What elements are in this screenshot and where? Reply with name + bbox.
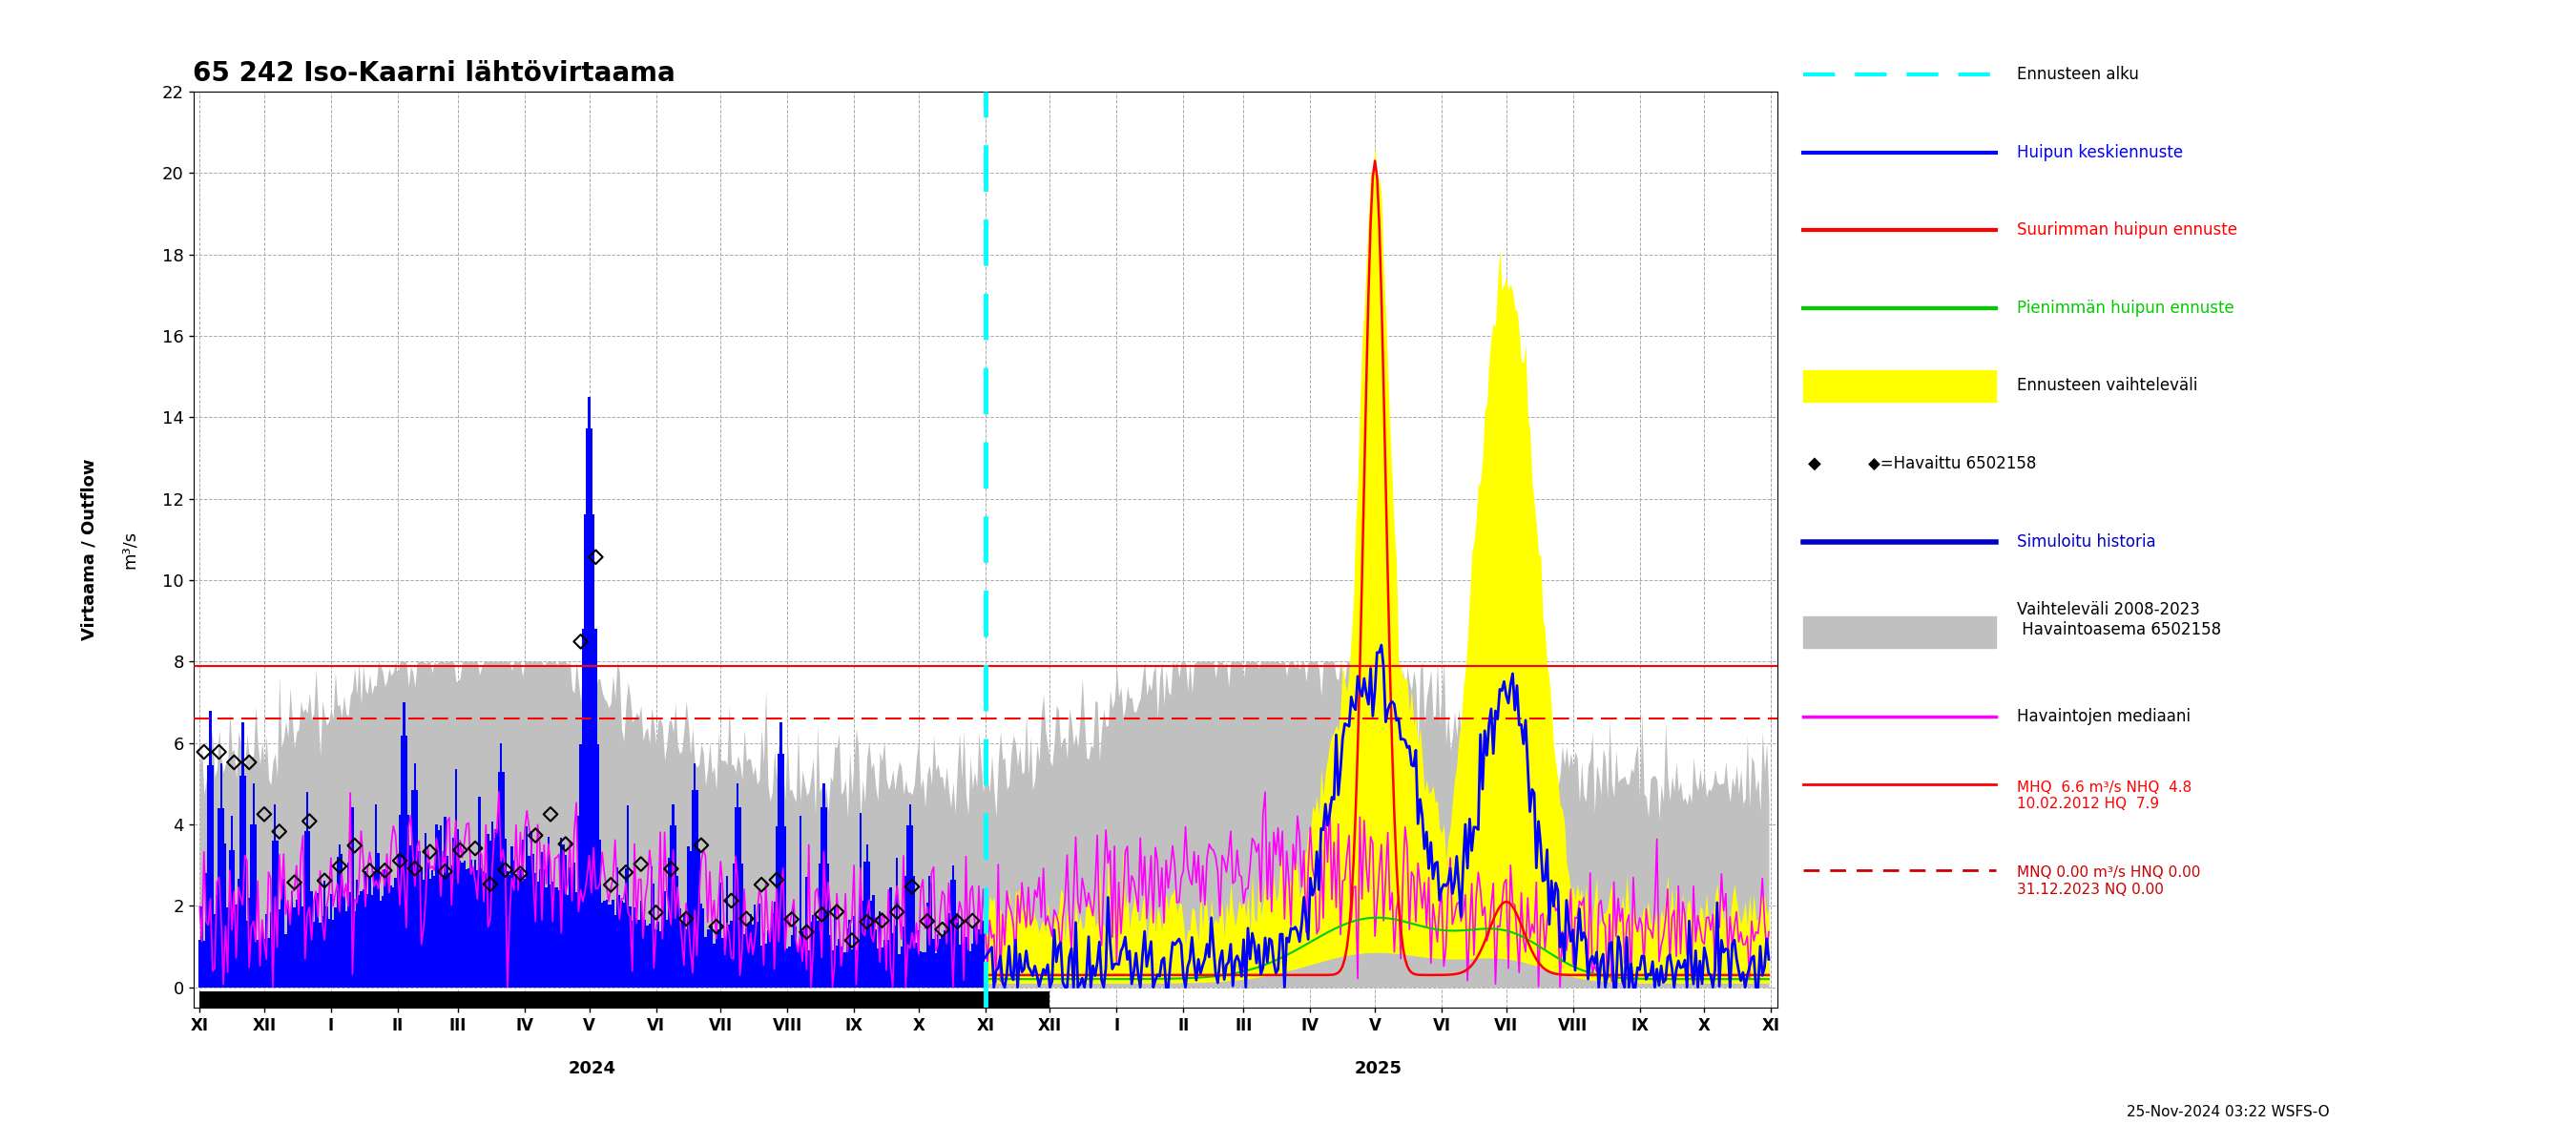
Text: Suurimman huipun ennuste: Suurimman huipun ennuste xyxy=(2017,222,2239,239)
Text: Havaintojen mediaani: Havaintojen mediaani xyxy=(2017,709,2190,726)
Point xyxy=(394,859,435,877)
Point xyxy=(546,835,587,853)
Point xyxy=(922,921,963,939)
Point xyxy=(726,909,768,927)
Point xyxy=(755,870,796,889)
Point xyxy=(860,911,902,930)
Point xyxy=(680,836,721,854)
Point xyxy=(335,836,376,854)
Text: Vaihteleväli 2008-2023
 Havaintoasema 6502158: Vaihteleväli 2008-2023 Havaintoasema 650… xyxy=(2017,601,2221,638)
Point xyxy=(273,874,314,892)
Text: MNQ 0.00 m³/s HNQ 0.00
31.12.2023 NQ 0.00: MNQ 0.00 m³/s HNQ 0.00 31.12.2023 NQ 0.0… xyxy=(2017,866,2200,897)
Point xyxy=(832,931,873,949)
Point xyxy=(183,743,224,761)
Point xyxy=(319,856,361,875)
Point xyxy=(559,632,600,650)
Point xyxy=(770,910,811,929)
Text: Pienimmän huipun ennuste: Pienimmän huipun ennuste xyxy=(2017,300,2233,317)
Point xyxy=(786,923,827,941)
Point xyxy=(304,871,345,890)
Point xyxy=(876,902,917,921)
Point xyxy=(379,852,420,870)
Point xyxy=(951,911,992,930)
Point xyxy=(214,753,255,772)
Point xyxy=(258,822,299,840)
Point xyxy=(531,805,572,823)
Text: Huipun keskiennuste: Huipun keskiennuste xyxy=(2017,143,2182,160)
Text: 65 242 Iso-Kaarni lähtövirtaama: 65 242 Iso-Kaarni lähtövirtaama xyxy=(193,60,675,87)
Point xyxy=(515,827,556,845)
Point xyxy=(711,892,752,910)
Point xyxy=(665,909,706,927)
Point xyxy=(410,843,451,861)
Point xyxy=(907,913,948,931)
Point xyxy=(289,812,330,830)
Point xyxy=(652,860,693,878)
Point xyxy=(469,875,510,893)
Text: Virtaama / Outflow: Virtaama / Outflow xyxy=(80,459,98,640)
Text: m³/s: m³/s xyxy=(121,530,137,569)
Point xyxy=(605,863,647,882)
Point xyxy=(848,913,889,931)
Text: Simuloitu historia: Simuloitu historia xyxy=(2017,534,2156,551)
Point xyxy=(938,913,979,931)
Point xyxy=(742,876,783,894)
Point xyxy=(425,862,466,881)
Point xyxy=(801,906,842,924)
Point xyxy=(621,855,662,874)
Point xyxy=(484,861,526,879)
Point xyxy=(590,876,631,894)
Text: 2024: 2024 xyxy=(569,1060,616,1077)
Point xyxy=(891,877,933,895)
Text: Ennusteen vaihteleväli: Ennusteen vaihteleväli xyxy=(2017,378,2197,395)
Text: 2025: 2025 xyxy=(1355,1060,1401,1077)
Point xyxy=(363,861,404,879)
Text: 25-Nov-2024 03:22 WSFS-O: 25-Nov-2024 03:22 WSFS-O xyxy=(2128,1105,2329,1120)
Point xyxy=(198,743,240,761)
Point xyxy=(636,903,677,922)
Point xyxy=(500,864,541,883)
Point xyxy=(440,840,482,859)
Text: ◆=Havaittu 6502158: ◆=Havaittu 6502158 xyxy=(1868,456,2035,473)
Point xyxy=(453,839,495,858)
Point xyxy=(245,805,286,823)
Point xyxy=(817,902,858,921)
Point xyxy=(574,547,616,566)
Point xyxy=(696,917,737,935)
Text: Ennusteen alku: Ennusteen alku xyxy=(2017,65,2138,82)
Point xyxy=(229,753,270,772)
Text: MHQ  6.6 m³/s NHQ  4.8
10.02.2012 HQ  7.9: MHQ 6.6 m³/s NHQ 4.8 10.02.2012 HQ 7.9 xyxy=(2017,780,2192,811)
Text: ◆: ◆ xyxy=(1808,456,1821,473)
Point xyxy=(350,861,392,879)
